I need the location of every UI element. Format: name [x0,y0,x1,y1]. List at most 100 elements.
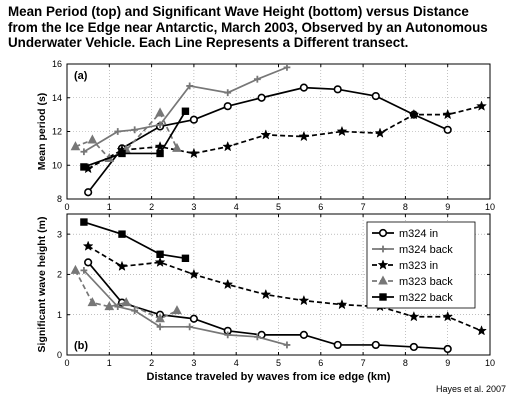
legend-label: m323 back [399,276,453,288]
x-tick-label: 10 [485,202,495,212]
x-tick-label: 6 [318,358,323,368]
x-tick-label: 4 [234,202,239,212]
data-point [181,254,190,263]
data-point [443,125,452,134]
data-point [224,331,232,339]
y-axis-label: Mean period (s) [36,93,48,171]
y-tick-label: 12 [52,127,62,137]
data-point [131,126,139,134]
x-tick-label: 7 [361,358,366,368]
x-tick-label: 8 [403,358,408,368]
legend-marker [378,275,388,285]
data-point [298,130,310,142]
data-point [222,140,234,152]
y-axis-label: Significant wave height (m) [36,217,48,353]
data-point [172,305,182,315]
data-point [371,91,380,101]
x-tick-label: 8 [403,202,408,212]
data-point [114,303,122,311]
data-point [154,140,166,152]
chart-panel-2: 0 1 2 3 4 5 6 7 8 9 10 0 1 2 3 (b) Significant wave heig… [36,213,495,383]
data-point [87,134,98,144]
data-point [333,85,342,94]
data-point [131,307,139,315]
legend-label: m324 back [399,244,453,256]
data-point [116,260,128,271]
data-point [154,256,166,267]
x-tick-label: 5 [276,202,281,212]
legend-marker [379,245,387,253]
data-point [283,63,291,71]
x-tick-label: 2 [149,202,154,212]
x-tick-label: 0 [64,202,69,212]
data-point [172,142,182,152]
x-tick-label: 9 [445,202,450,212]
x-tick-label: 3 [191,202,196,212]
data-point [408,108,420,120]
data-point [260,288,272,300]
figure-title: Mean Period (top) and Significant Wave H… [8,4,513,51]
y-tick-label: 0 [57,350,62,360]
y-tick-label: 3 [57,229,62,239]
data-point [118,230,126,238]
figure-title-line-3: Underwater Vehicle. Each Line Represents… [8,35,409,50]
data-point [155,107,165,117]
x-tick-label: 2 [149,358,154,368]
data-point [409,342,418,352]
data-point [476,100,487,111]
x-tick-label: 4 [234,358,239,368]
data-point [188,268,200,280]
data-point [253,75,261,83]
y-tick-label: 2 [57,270,62,280]
y-tick-label: 8 [57,194,62,204]
data-point [80,163,88,171]
data-point [104,301,115,311]
data-point [442,108,454,120]
series-m324-in [84,83,452,197]
data-point [156,121,164,129]
x-tick-label: 3 [191,358,196,368]
y-tick-label: 10 [52,160,62,170]
data-point [186,82,194,90]
panel-label: (b) [74,340,88,352]
series-m323-back [70,264,182,323]
data-point [155,313,165,323]
data-point [156,149,164,158]
x-tick-label: 1 [107,202,112,212]
data-point [70,264,81,274]
legend-label: m323 in [399,260,438,272]
data-point [82,240,94,251]
legend-label: m324 in [399,228,438,240]
x-tick-label: 1 [107,358,112,368]
data-point [121,297,132,307]
series-m324-back [80,267,291,349]
data-point [80,218,88,226]
series-line [87,245,482,332]
series-m324-back [80,63,291,156]
data-point [336,298,348,310]
data-point [443,344,452,354]
data-point [189,115,198,124]
data-point [336,125,348,137]
x-axis-label: Distance traveled by waves from ice edge… [147,371,391,383]
data-point [80,267,88,274]
figure-title-line-1: Mean Period (top) and Significant Wave H… [8,4,469,19]
y-tick-label: 1 [57,310,62,320]
data-point [181,107,190,115]
series-m322-back [80,218,190,263]
data-point [408,311,420,322]
panel-label: (a) [74,70,88,82]
series-m323-in [82,240,487,336]
series-line [83,221,186,260]
data-point [70,141,81,151]
legend: m324 in m324 back m323 in m323 back m322 bac… [366,221,476,309]
data-point [260,129,272,140]
data-point [476,325,487,336]
x-tick-label: 6 [318,202,323,212]
series-m323-in [82,100,487,174]
data-point [257,93,266,102]
data-point [87,297,98,307]
x-tick-label: 0 [64,358,69,368]
data-point [224,89,232,97]
